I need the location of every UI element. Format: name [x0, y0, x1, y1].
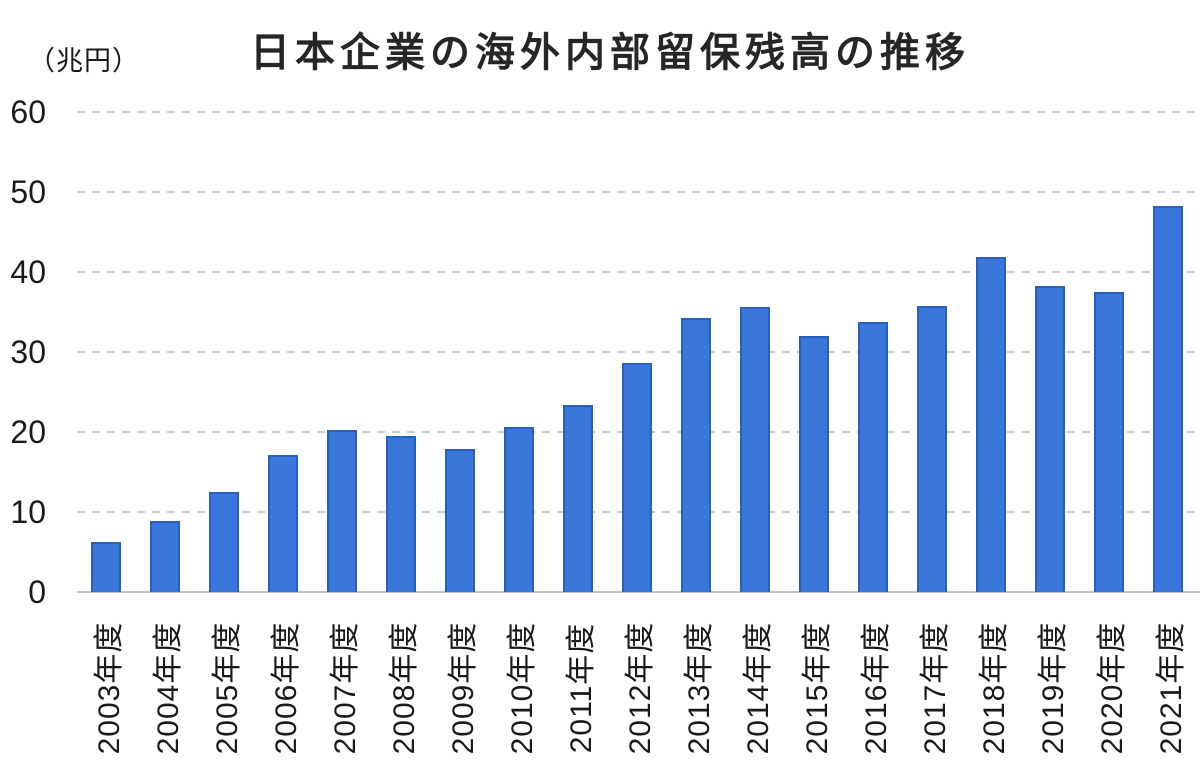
x-axis-label-2013年度: 2013年度: [681, 606, 716, 770]
y-tick-label-0: 0: [28, 574, 46, 610]
bar-2017年度: [917, 306, 948, 592]
x-axis-label-2010年度: 2010年度: [504, 606, 539, 770]
bar-2010年度: [503, 427, 534, 592]
x-axis-label-2021年度: 2021年度: [1153, 606, 1188, 770]
x-axis-label-2020年度: 2020年度: [1094, 606, 1129, 770]
bar-2014年度: [740, 307, 771, 592]
x-axis-line: [77, 591, 1200, 593]
bar-2013年度: [681, 317, 711, 592]
x-axis-label-text: 2005年度: [210, 621, 244, 755]
bar-2019年度: [1035, 286, 1066, 592]
x-axis-label-2018年度: 2018年度: [976, 606, 1011, 770]
bar-2003年度: [90, 541, 121, 592]
y-tick-label-60: 60: [10, 94, 46, 130]
y-tick-label-50: 50: [10, 174, 46, 210]
gridline-40: [77, 271, 1200, 273]
x-axis-label-2017年度: 2017年度: [917, 606, 952, 770]
gridline-50: [77, 191, 1200, 193]
x-axis-label-2016年度: 2016年度: [858, 606, 893, 770]
bar-2012年度: [621, 363, 652, 592]
x-axis-label-2003年度: 2003年度: [91, 606, 126, 770]
x-axis-label-text: 2014年度: [742, 621, 776, 755]
bar-2007年度: [326, 429, 357, 592]
x-axis-label-text: 2015年度: [801, 621, 835, 755]
x-axis-label-2004年度: 2004年度: [150, 606, 185, 770]
x-axis-label-2008年度: 2008年度: [386, 606, 421, 770]
bar-2021年度: [1153, 206, 1184, 592]
x-axis-label-text: 2018年度: [978, 621, 1012, 755]
x-axis-label-text: 2020年度: [1096, 621, 1130, 755]
bar-2018年度: [976, 256, 1007, 592]
x-axis-label-2007年度: 2007年度: [327, 606, 362, 770]
x-axis-label-2009年度: 2009年度: [445, 606, 480, 770]
x-axis-label-text: 2019年度: [1037, 621, 1071, 755]
chart-title: 日本企業の海外内部留保残高の推移: [250, 31, 970, 75]
x-axis-label-text: 2007年度: [328, 621, 362, 755]
bar-2011年度: [562, 404, 593, 592]
x-axis-label-text: 2008年度: [387, 621, 421, 755]
bar-2015年度: [799, 336, 830, 592]
x-axis-label-2015年度: 2015年度: [799, 606, 834, 770]
y-tick-label-40: 40: [10, 254, 46, 290]
x-axis-label-2014年度: 2014年度: [740, 606, 775, 770]
x-axis-label-text: 2013年度: [683, 621, 716, 755]
x-axis-label-text: 2012年度: [623, 621, 657, 755]
x-axis-label-text: 2006年度: [269, 621, 303, 755]
gridline-60: [77, 111, 1200, 113]
bar-2004年度: [149, 520, 180, 592]
x-axis-label-text: 2017年度: [919, 621, 953, 755]
y-axis-unit-label: （兆円）: [28, 46, 140, 76]
x-axis-label-text: 2004年度: [151, 621, 185, 755]
x-axis-label-text: 2021年度: [1155, 621, 1189, 755]
x-axis-label-2019年度: 2019年度: [1035, 606, 1070, 770]
bar-2008年度: [385, 436, 416, 592]
x-axis-label-2006年度: 2006年度: [268, 606, 303, 770]
y-tick-label-20: 20: [10, 414, 46, 450]
x-axis-label-text: 2016年度: [860, 621, 894, 755]
bar-2009年度: [444, 448, 475, 592]
x-axis-label-2012年度: 2012年度: [622, 606, 657, 770]
x-axis-label-text: 2009年度: [446, 621, 480, 755]
bar-2005年度: [208, 492, 239, 592]
x-axis-label-2005年度: 2005年度: [209, 606, 244, 770]
bar-2006年度: [267, 455, 298, 592]
y-tick-label-30: 30: [10, 334, 46, 370]
x-axis-label-text: 2011年度: [564, 622, 598, 754]
bar-2016年度: [858, 321, 889, 592]
x-axis-label-text: 2003年度: [92, 621, 126, 755]
gridline-30: [77, 351, 1200, 353]
x-axis-label-2011年度: 2011年度: [563, 606, 598, 770]
y-tick-label-10: 10: [10, 494, 46, 530]
bar-2020年度: [1094, 292, 1125, 592]
x-axis-label-text: 2010年度: [505, 621, 539, 755]
